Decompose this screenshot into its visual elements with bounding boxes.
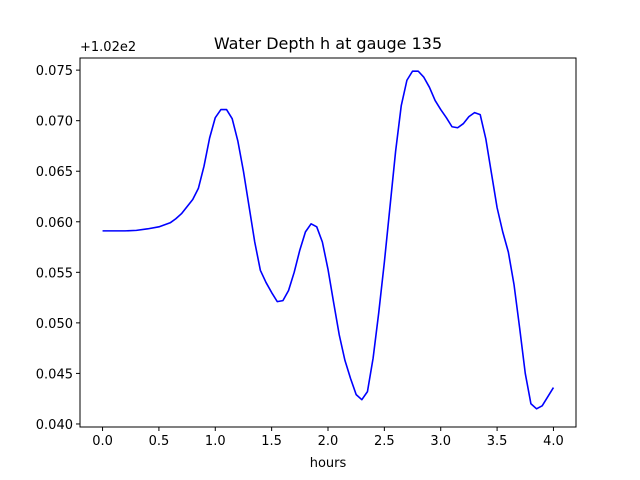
y-tick-label: 0.045 [36, 367, 73, 382]
y-tick-label: 0.055 [36, 266, 73, 281]
x-tick-label: 3.5 [487, 434, 508, 449]
y-tick-label: 0.060 [36, 216, 73, 231]
x-axis-label: hours [310, 456, 347, 471]
x-tick-label: 1.0 [205, 434, 226, 449]
series-line [102, 70, 555, 410]
chart-title: Water Depth h at gauge 135 [214, 34, 442, 53]
y-offset-text: +1.02e2 [80, 40, 136, 55]
y-tick-label: 0.040 [36, 418, 73, 433]
x-tick-label: 4.0 [543, 434, 564, 449]
y-tick-label: 0.065 [36, 165, 73, 180]
x-tick-label: 3.0 [430, 434, 451, 449]
x-tick-label: 2.5 [374, 434, 395, 449]
x-tick-label: 2.0 [318, 434, 339, 449]
y-tick-label: 0.050 [36, 317, 73, 332]
x-tick-label: 0.0 [92, 434, 113, 449]
y-tick-label: 0.070 [36, 115, 73, 130]
plot-area: 0.0 0.5 1.0 1.5 2.0 2.5 3.0 3.5 4.0 0.040 0.045 0.0… [36, 57, 577, 449]
x-tick-label: 0.5 [149, 434, 170, 449]
x-tick-label: 1.5 [261, 434, 282, 449]
y-tick-label: 0.075 [36, 64, 73, 79]
